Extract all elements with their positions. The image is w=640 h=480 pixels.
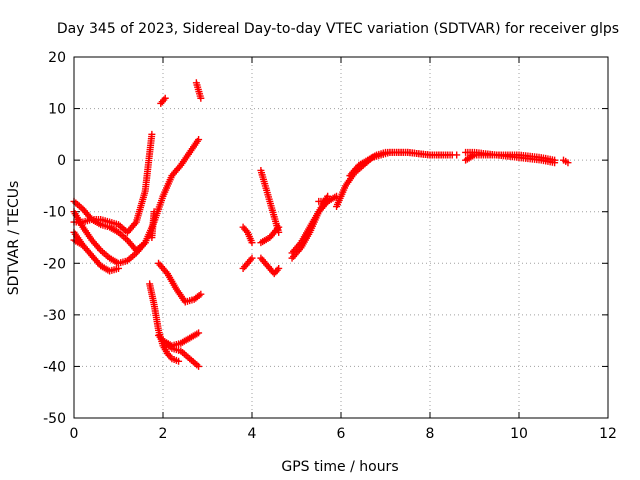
- data-point: [161, 94, 169, 102]
- data-points: [70, 79, 572, 370]
- data-point: [195, 329, 203, 337]
- y-tick-label: 20: [48, 50, 66, 66]
- y-tick-label: 0: [57, 153, 66, 169]
- data-point: [453, 151, 461, 159]
- y-tick-label: 10: [48, 102, 66, 118]
- x-tick-label: 8: [426, 426, 435, 442]
- y-axis-label: SDTVAR / TECUs: [6, 181, 22, 296]
- data-point: [195, 136, 203, 144]
- x-tick-label: 6: [337, 426, 346, 442]
- data-point: [141, 239, 149, 247]
- data-point: [275, 264, 283, 272]
- x-tick-label: 4: [248, 426, 257, 442]
- data-point: [115, 264, 122, 272]
- data-point: [175, 357, 183, 365]
- data-point: [195, 362, 203, 370]
- x-tick-label: 10: [510, 426, 528, 442]
- chart-title: Day 345 of 2023, Sidereal Day-to-day VTE…: [57, 21, 619, 37]
- plot-frame: [73, 56, 609, 419]
- data-point: [79, 241, 87, 249]
- data-point: [275, 223, 283, 231]
- grid: [74, 57, 608, 418]
- y-tick-label: -30: [43, 308, 66, 324]
- data-point: [444, 151, 452, 159]
- data-point: [248, 239, 256, 247]
- x-axis-label: GPS time / hours: [281, 459, 398, 475]
- x-tick-label: 0: [70, 426, 79, 442]
- axis-ticks: 0 2 4 6 8 10 12 -50 -40 -30 -20 -10 0 10 20: [43, 50, 617, 442]
- y-tick-label: -20: [43, 256, 66, 272]
- data-point: [564, 159, 572, 167]
- data-point: [551, 156, 559, 164]
- data-point: [197, 290, 205, 298]
- y-tick-label: -40: [43, 359, 66, 375]
- x-tick-label: 12: [599, 426, 617, 442]
- data-point: [150, 208, 158, 216]
- y-tick-label: -50: [43, 411, 66, 427]
- y-tick-label: -10: [43, 205, 66, 221]
- x-tick-label: 2: [159, 426, 168, 442]
- data-point: [248, 254, 256, 262]
- data-point: [197, 94, 205, 102]
- data-point: [148, 130, 156, 138]
